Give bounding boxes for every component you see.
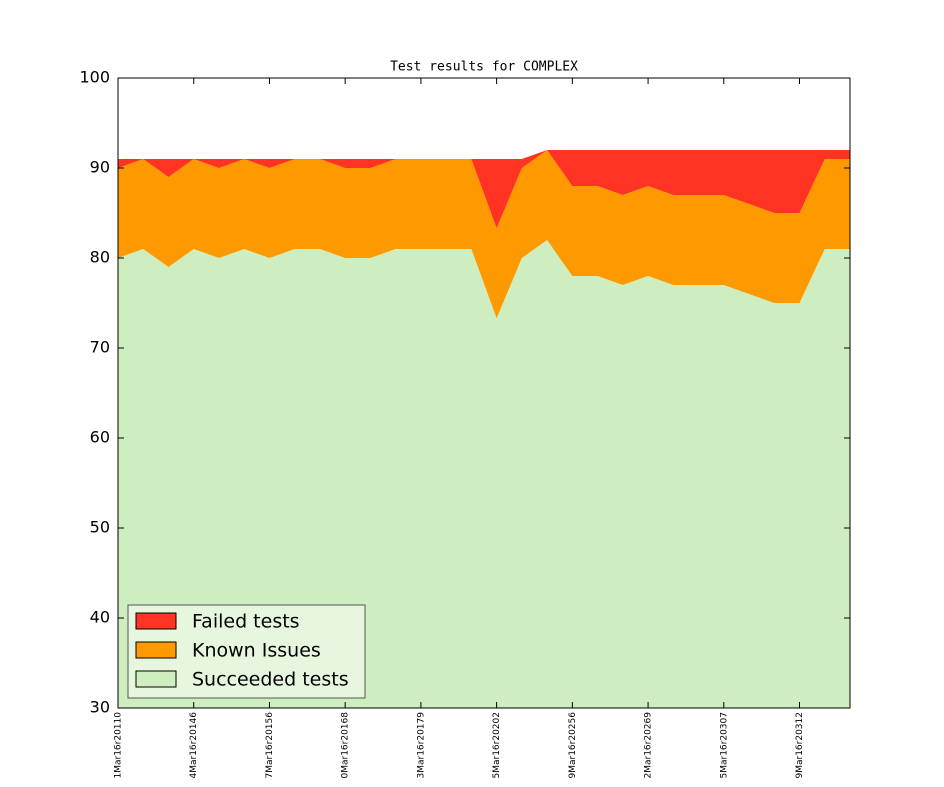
legend-swatch [135,612,177,630]
x-tick-label: 7Mar16r20156 [265,712,275,779]
area [118,240,850,708]
x-tick-label: 9Mar16r20256 [568,712,578,779]
y-tick-label: 30 [90,698,110,717]
x-tick-label: 2Mar16r20269 [644,712,654,779]
area [118,150,850,319]
plot-frame [117,77,851,709]
x-tick-label: 1Mar16r20110 [114,712,124,779]
legend-label: Failed tests [192,611,300,633]
x-tick-label: 5Mar16r20307 [719,712,729,779]
y-tick-label: 50 [90,518,110,537]
y-tick-label: 80 [90,248,110,267]
legend-swatch [135,641,177,659]
y-tick-label: 70 [90,338,110,357]
y-tick-label: 100 [79,68,110,87]
x-tick-label: 0Mar16r20168 [341,712,351,779]
legend-swatch [135,670,177,688]
y-tick-label: 40 [90,608,110,627]
area [118,150,850,229]
legend-label: Succeeded tests [192,669,349,691]
legend-label: Known Issues [192,640,321,662]
x-tick-label: 4Mar16r20146 [189,712,199,779]
y-tick-label: 90 [90,158,110,177]
x-tick-label: 5Mar16r20202 [492,712,502,779]
y-tick-label: 60 [90,428,110,447]
chart-title: Test results for COMPLEX [390,60,578,75]
x-tick-label: 9Mar16r20312 [795,712,805,779]
x-tick-label: 3Mar16r20179 [416,712,426,779]
